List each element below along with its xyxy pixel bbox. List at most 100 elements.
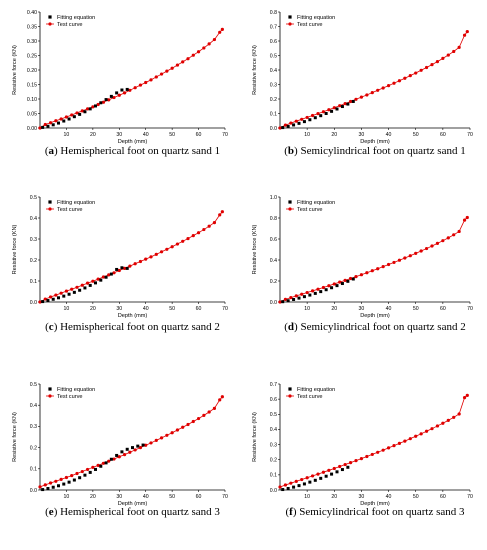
test-curve-point [122, 91, 127, 95]
test-curve-point [159, 250, 164, 254]
legend-fit-label: Fitting equation [57, 387, 95, 393]
fitting-equation-point [281, 300, 285, 304]
x-tick-label: 70 [222, 132, 228, 138]
fitting-equation-point [72, 478, 76, 482]
fitting-equation-point [286, 486, 290, 490]
test-curve-point [138, 446, 143, 450]
test-curve-point [59, 291, 63, 295]
fitting-equation-point [51, 297, 55, 301]
fitting-equation-point [62, 119, 66, 123]
test-curve-point [338, 104, 342, 108]
y-axis-title: Resistive force (KN) [12, 224, 18, 274]
y-tick-label: 0.35 [27, 24, 37, 30]
x-tick-label: 40 [143, 494, 149, 500]
fitting-equation-point [83, 286, 87, 290]
test-curve-point [64, 475, 69, 480]
test-curve-point [435, 424, 440, 428]
caption-open: ( [45, 506, 49, 518]
test-curve-point [122, 452, 127, 457]
test-curve-point [408, 437, 412, 441]
fitting-equation-point [335, 470, 339, 474]
test-curve-point [338, 280, 342, 284]
fitting-equation-point [302, 120, 306, 124]
test-curve-point [381, 448, 385, 452]
test-curve-point [107, 459, 111, 463]
y-tick-label: 0.5 [30, 195, 37, 201]
legend-test-label: Test curve [297, 394, 323, 400]
test-curve-point [122, 266, 127, 270]
fitting-equation-point [308, 480, 312, 484]
test-curve-point [149, 255, 153, 259]
fitting-equation-point [67, 480, 71, 484]
y-axis-title: Resistive force (KN) [252, 224, 258, 274]
fitting-equation-point [292, 297, 296, 301]
x-axis-title: Depth (mm) [118, 139, 148, 145]
test-curve-point [133, 86, 137, 90]
panel-caption: (e) Hemispherical foot on quartz sand 3 [45, 506, 220, 518]
test-curve-point [38, 300, 42, 304]
test-curve-point [332, 282, 336, 286]
x-tick-label: 60 [196, 306, 202, 312]
test-curve-point [359, 457, 364, 461]
x-axis-title: Depth (mm) [118, 501, 148, 507]
fitting-equation-point [308, 118, 312, 122]
fitting-equation-point [297, 121, 301, 125]
test-curve-point [343, 102, 347, 106]
test-curve-point [54, 119, 58, 123]
test-curve-line [39, 29, 223, 129]
test-curve-point [112, 271, 116, 275]
test-curve-point [181, 60, 185, 64]
test-curve-point [191, 234, 195, 238]
test-curve-point [300, 477, 304, 482]
fitting-equation-point [57, 121, 60, 125]
test-curve-point [133, 448, 137, 452]
y-tick-label: 0.7 [270, 24, 277, 30]
fitting-equation-point [51, 123, 55, 127]
chart-panel-b: 10 20 30 40 50 60 70 0.0 0.1 0.2 0.3 0.4 0.5 0.6 0.7 0.… [252, 10, 473, 157]
test-curve-point [154, 252, 158, 256]
test-curve-point [212, 221, 217, 225]
test-curve-point [165, 433, 169, 437]
test-curve-point [446, 418, 450, 422]
y-tick-label: 0.30 [27, 39, 37, 45]
fitting-equation-point [292, 485, 296, 489]
y-tick-label: 0.3 [270, 82, 277, 88]
test-curve-point [181, 425, 185, 429]
fitting-equation-point [281, 126, 285, 130]
test-curve-point [283, 123, 288, 127]
test-curve-point [48, 121, 53, 125]
test-curve-point [370, 452, 374, 457]
fitting-equation-point [72, 115, 76, 119]
test-curve-point [220, 210, 224, 214]
legend-test-label: Test curve [57, 22, 83, 28]
fitting-equation-point [141, 443, 145, 447]
x-tick-label: 30 [359, 494, 365, 500]
test-curve-point [321, 285, 326, 290]
x-axis-title: Depth (mm) [360, 501, 390, 507]
test-curve-point [403, 76, 407, 80]
test-curve-point [149, 441, 153, 445]
fitting-equation-point [83, 473, 87, 477]
test-curve-point [289, 481, 293, 485]
fitting-equation-point [131, 446, 134, 450]
y-tick-label: 0.05 [27, 111, 37, 117]
x-tick-label: 70 [222, 306, 228, 312]
fitting-equation-point [120, 88, 124, 92]
test-curve-point [212, 37, 217, 42]
test-curve-point [75, 111, 79, 115]
test-curve-point [175, 242, 180, 246]
legend-test-marker [48, 22, 52, 26]
test-curve-point [465, 29, 469, 34]
test-curve-point [181, 239, 185, 243]
caption-open: ( [285, 506, 289, 518]
test-curve-point [186, 57, 190, 61]
caption-letter: c [49, 321, 54, 333]
fitting-equation-point [335, 284, 339, 288]
test-curve-point [196, 50, 201, 54]
test-curve-point [186, 422, 190, 427]
x-tick-label: 20 [90, 132, 96, 138]
fitting-equation-point [78, 112, 82, 116]
legend-test-marker [288, 394, 292, 398]
x-tick-label: 40 [386, 132, 392, 138]
test-curve-point [64, 289, 69, 293]
